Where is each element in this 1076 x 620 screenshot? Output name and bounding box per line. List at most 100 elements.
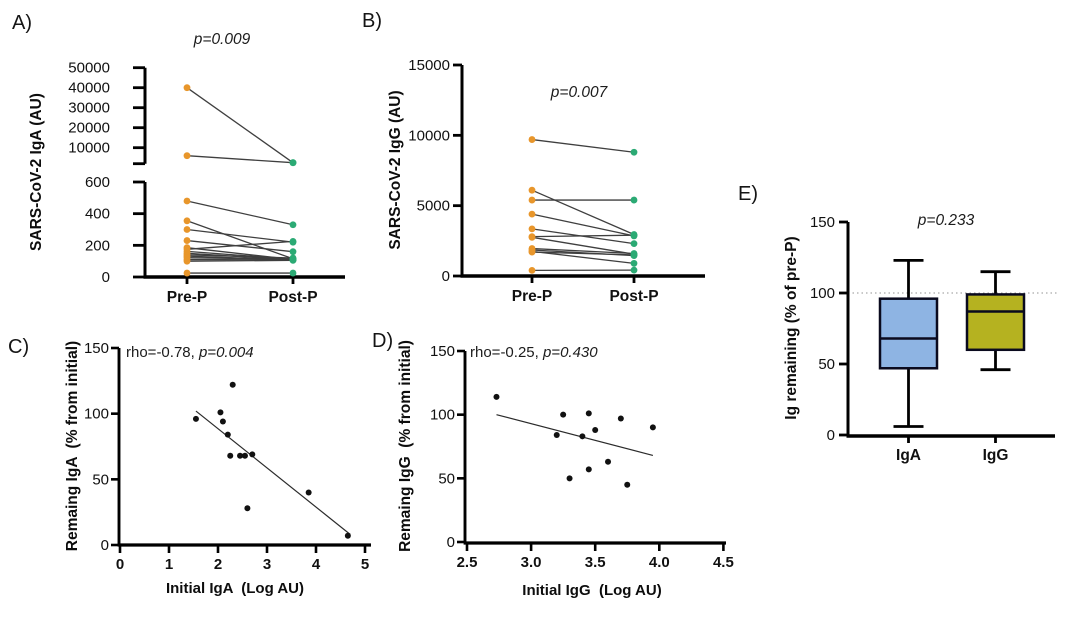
tick-label: 400 xyxy=(85,206,110,223)
tick-label: 15000 xyxy=(408,57,450,74)
panel-a-paired-plot: 50000 40000 30000 20000 10000 600 400 200 0 Pre-P… xyxy=(68,60,345,306)
pair-line xyxy=(186,239,294,253)
post-point xyxy=(289,248,297,256)
pair-line xyxy=(186,87,294,164)
scatter-point xyxy=(579,433,586,440)
pair-line xyxy=(186,240,294,250)
tick-label: 0 xyxy=(102,269,110,286)
tick-label: 0 xyxy=(827,427,835,444)
tick-label: 1 xyxy=(165,556,173,573)
pre-point xyxy=(183,84,191,92)
tick-label: 0 xyxy=(116,556,124,573)
tick-label: 20000 xyxy=(68,120,110,137)
pair-line xyxy=(186,200,294,226)
post-point xyxy=(630,231,638,239)
panel-d-y-axis-title: Remaing IgG (% from initial) xyxy=(397,340,414,552)
pair-line xyxy=(531,250,635,264)
tick-label: 4 xyxy=(312,556,321,573)
tick-label: 2 xyxy=(214,556,222,573)
scatter-point xyxy=(217,409,224,416)
tick-label: 3 xyxy=(263,556,271,573)
pair-line xyxy=(186,259,294,262)
scatter-point xyxy=(305,489,312,496)
pre-point xyxy=(183,257,191,265)
pair-line xyxy=(186,254,294,259)
panel-b-y-axis-title: SARS-CoV-2 IgG (AU) xyxy=(387,90,404,250)
tick-label: 2.5 xyxy=(457,554,478,571)
tick-label: 150 xyxy=(430,343,455,360)
tick-label: 150 xyxy=(810,214,835,231)
pair-line xyxy=(186,220,294,260)
pair-line xyxy=(531,234,635,238)
pre-point xyxy=(528,136,536,143)
tick-label: 150 xyxy=(84,340,109,357)
tick-label: 10000 xyxy=(68,140,110,157)
panel-b-letter: B) xyxy=(362,10,382,32)
tick-label: 10000 xyxy=(408,127,450,144)
scatter-point xyxy=(617,415,624,422)
scatter-point xyxy=(244,505,251,512)
pre-point xyxy=(183,226,191,233)
scatter-point xyxy=(566,475,573,482)
pre-point xyxy=(183,269,191,277)
scatter-point xyxy=(224,431,231,438)
panel-a-letter: A) xyxy=(12,12,32,34)
tick-label: 200 xyxy=(85,237,110,254)
pair-line xyxy=(186,155,294,164)
post-point xyxy=(630,259,638,267)
pair-line xyxy=(186,228,294,243)
tick-label: 4.0 xyxy=(649,554,670,571)
category-label: Pre-P xyxy=(167,289,208,306)
post-point xyxy=(289,237,297,245)
panel-d-p-text: p=0.430 xyxy=(542,344,598,361)
post-point xyxy=(289,221,297,229)
panel-c-rho-annotation: rho=-0.78, p=0.004 xyxy=(126,344,254,361)
tick-label: 100 xyxy=(810,285,835,302)
scatter-point xyxy=(192,415,199,422)
tick-label: 600 xyxy=(85,174,110,191)
tick-label: 50 xyxy=(92,471,109,488)
panel-e-letter: E) xyxy=(738,183,758,205)
scatter-point xyxy=(229,381,236,388)
trend-line xyxy=(195,410,351,535)
post-point xyxy=(630,266,638,274)
pre-point xyxy=(528,186,536,194)
scatter-point xyxy=(553,432,560,439)
tick-label: 0 xyxy=(447,534,455,551)
panel-a-y-axis-title: SARS-CoV-2 IgA (AU) xyxy=(28,93,45,251)
pre-point xyxy=(183,152,191,160)
tick-label: 100 xyxy=(84,406,109,423)
tick-label: 5 xyxy=(361,556,369,573)
pre-point xyxy=(528,210,536,218)
post-point xyxy=(630,148,638,156)
category-label: IgA xyxy=(896,447,921,464)
panel-b-paired-plot: 15000 10000 5000 0 Pre-P Post-P xyxy=(408,57,705,305)
category-label: Pre-P xyxy=(512,288,553,305)
tick-label: 0 xyxy=(442,268,450,285)
trend-line xyxy=(496,414,654,456)
scatter-point xyxy=(649,424,656,431)
scatter-point xyxy=(624,481,631,488)
scatter-point xyxy=(592,426,599,433)
pre-point xyxy=(183,217,191,225)
panel-d-x-axis-title: Initial IgG (Log AU) xyxy=(522,582,662,599)
pre-point xyxy=(528,248,536,256)
scatter-point xyxy=(585,466,592,473)
tick-label: 3.0 xyxy=(521,554,542,571)
tick-label: 50000 xyxy=(68,60,110,77)
panel-e-pvalue: p=0.233 xyxy=(917,212,975,229)
panel-a-pvalue: p=0.009 xyxy=(193,31,251,48)
panel-c-y-axis-title: Remaing IgA (% from initial) xyxy=(64,340,81,552)
post-point xyxy=(289,269,297,277)
panel-d-letter: D) xyxy=(372,330,394,352)
tick-label: 50 xyxy=(438,470,455,487)
tick-label: 50 xyxy=(818,356,835,373)
pair-line xyxy=(531,213,635,237)
pre-point xyxy=(528,225,536,233)
category-label: Post-P xyxy=(268,289,317,306)
tick-label: 4.5 xyxy=(713,554,734,571)
tick-label: 5000 xyxy=(417,198,450,215)
tick-label: 30000 xyxy=(68,100,110,117)
panel-e-y-axis-title: Ig remaining (% of pre-P) xyxy=(783,236,800,420)
